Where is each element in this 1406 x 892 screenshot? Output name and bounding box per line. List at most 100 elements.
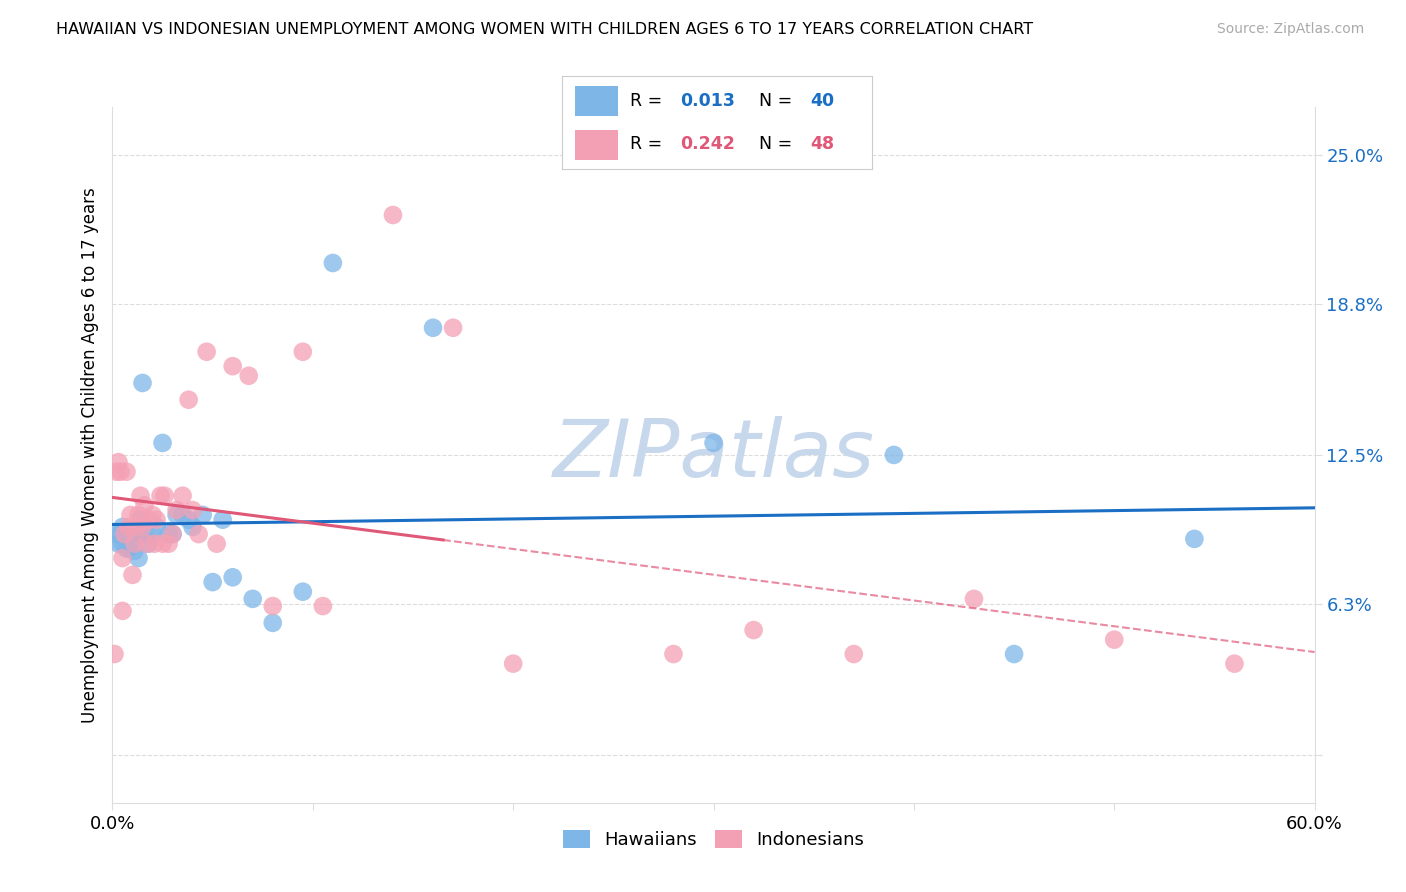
- Point: [262, 615, 284, 630]
- Point: [702, 436, 725, 450]
- Point: [312, 599, 335, 613]
- Point: [115, 541, 138, 556]
- Point: [103, 647, 125, 661]
- Point: [131, 520, 153, 534]
- Point: [128, 551, 150, 566]
- Point: [131, 376, 153, 390]
- Point: [422, 320, 444, 334]
- Point: [1102, 632, 1125, 647]
- Point: [134, 498, 156, 512]
- Point: [105, 527, 128, 541]
- Point: [110, 465, 132, 479]
- Point: [120, 537, 142, 551]
- Point: [222, 570, 245, 584]
- Point: [135, 537, 157, 551]
- Point: [441, 320, 464, 334]
- Point: [105, 465, 128, 479]
- Point: [124, 544, 146, 558]
- Point: [121, 532, 143, 546]
- Y-axis label: Unemployment Among Women with Children Ages 6 to 17 years: Unemployment Among Women with Children A…: [80, 187, 98, 723]
- Point: [502, 657, 524, 671]
- Point: [195, 344, 218, 359]
- Text: ZIPatlas: ZIPatlas: [553, 416, 875, 494]
- Point: [322, 256, 344, 270]
- Point: [129, 489, 152, 503]
- Text: R =: R =: [630, 92, 668, 110]
- Point: [883, 448, 905, 462]
- Point: [114, 527, 136, 541]
- Point: [121, 567, 143, 582]
- Point: [128, 508, 150, 522]
- Text: N =: N =: [748, 92, 797, 110]
- Point: [166, 503, 188, 517]
- Point: [262, 599, 284, 613]
- Point: [201, 575, 224, 590]
- Text: 40: 40: [810, 92, 834, 110]
- Point: [107, 537, 129, 551]
- Point: [172, 508, 194, 522]
- Point: [181, 520, 204, 534]
- Point: [205, 537, 228, 551]
- Text: 48: 48: [810, 136, 834, 153]
- Point: [143, 537, 166, 551]
- Point: [125, 527, 148, 541]
- Point: [152, 537, 174, 551]
- Text: 0.013: 0.013: [681, 92, 735, 110]
- Point: [162, 527, 184, 541]
- Point: [129, 513, 152, 527]
- Point: [963, 591, 986, 606]
- Point: [177, 513, 200, 527]
- Point: [110, 527, 132, 541]
- Point: [242, 591, 264, 606]
- Point: [172, 489, 194, 503]
- Point: [166, 508, 188, 522]
- Point: [125, 520, 148, 534]
- Point: [238, 368, 260, 383]
- Point: [114, 532, 136, 546]
- Point: [111, 604, 134, 618]
- Text: Source: ZipAtlas.com: Source: ZipAtlas.com: [1216, 22, 1364, 37]
- Point: [177, 392, 200, 407]
- Point: [141, 508, 163, 522]
- Point: [842, 647, 865, 661]
- Point: [181, 503, 204, 517]
- Point: [222, 359, 245, 373]
- Point: [111, 520, 134, 534]
- Point: [138, 537, 160, 551]
- Point: [153, 489, 176, 503]
- Legend: Hawaiians, Indonesians: Hawaiians, Indonesians: [555, 822, 872, 856]
- Point: [291, 344, 314, 359]
- Point: [1223, 657, 1246, 671]
- Bar: [575, 87, 619, 116]
- Point: [117, 532, 139, 546]
- Point: [382, 208, 405, 222]
- Text: 0.242: 0.242: [681, 136, 735, 153]
- Point: [145, 520, 167, 534]
- Point: [145, 513, 167, 527]
- Point: [187, 527, 209, 541]
- Point: [115, 465, 138, 479]
- Point: [134, 527, 156, 541]
- Point: [117, 520, 139, 534]
- Point: [742, 623, 765, 637]
- Point: [191, 508, 214, 522]
- Text: R =: R =: [630, 136, 668, 153]
- Point: [1002, 647, 1025, 661]
- Point: [124, 537, 146, 551]
- Point: [157, 527, 180, 541]
- Point: [149, 489, 172, 503]
- Point: [141, 527, 163, 541]
- Point: [107, 455, 129, 469]
- Point: [1184, 532, 1206, 546]
- Point: [111, 537, 134, 551]
- Point: [152, 436, 174, 450]
- Point: [157, 537, 180, 551]
- Point: [662, 647, 685, 661]
- Point: [211, 513, 233, 527]
- Text: N =: N =: [748, 136, 797, 153]
- Bar: [575, 130, 619, 160]
- Point: [117, 541, 139, 556]
- Point: [111, 551, 134, 566]
- Point: [120, 508, 142, 522]
- Point: [291, 584, 314, 599]
